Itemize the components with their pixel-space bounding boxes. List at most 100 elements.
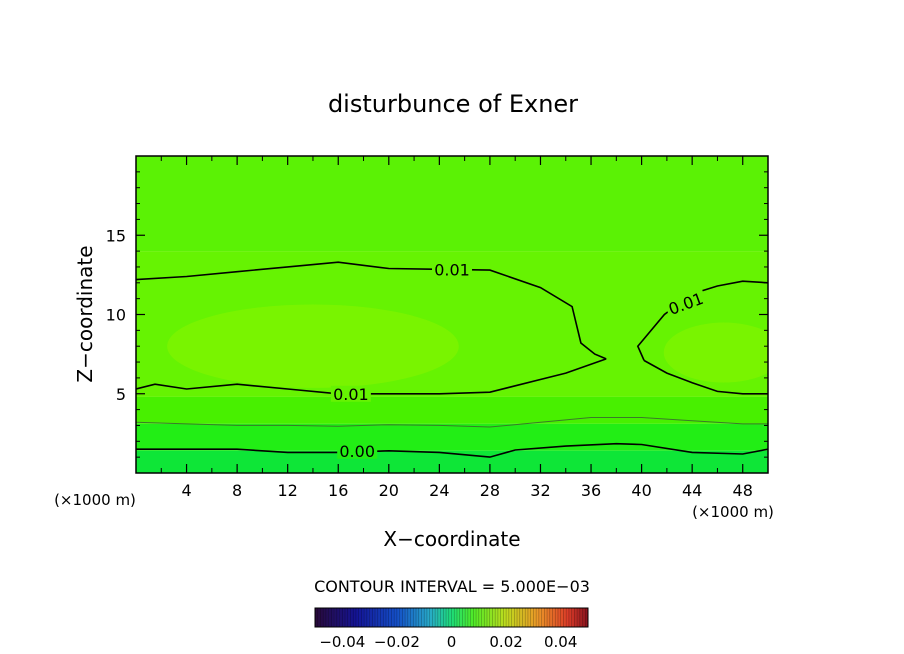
colorbar-cell <box>407 608 411 627</box>
chart-title: disturbunce of Exner <box>328 90 578 118</box>
colorbar-cell <box>317 608 321 627</box>
colorbar-cell <box>577 608 581 627</box>
colorbar-cell <box>478 608 482 627</box>
contour-label-bg <box>337 442 378 459</box>
colorbar-cell <box>486 608 491 627</box>
colorbar-cell <box>336 608 340 627</box>
colorbar-cell <box>443 608 447 627</box>
fill-core-left <box>167 304 459 388</box>
colorbar-cell <box>446 608 450 627</box>
colorbar-cell <box>585 608 589 627</box>
colorbar-cell <box>399 608 403 627</box>
colorbar-cell <box>426 608 430 627</box>
colorbar-cell <box>579 608 583 627</box>
x-unit-right: (×1000 m) <box>692 503 774 521</box>
colorbar-tick-labels: −0.04 −0.02 0 0.02 0.04 <box>319 633 577 651</box>
contour-fill-layer <box>136 156 768 473</box>
colorbar-cell <box>421 608 425 627</box>
colorbar-cell <box>413 608 417 627</box>
colorbar-cell <box>435 608 439 627</box>
colorbar-cell <box>347 608 351 627</box>
colorbar-cell <box>552 608 556 627</box>
x-tick-label: 40 <box>631 481 651 500</box>
colorbar-cell <box>364 608 368 627</box>
colorbar-cell <box>549 608 553 627</box>
contour-interval-text: CONTOUR INTERVAL = 5.000E−03 <box>314 577 590 596</box>
colorbar-cell <box>345 608 349 627</box>
y-tick-label: 15 <box>106 226 126 245</box>
contour-line <box>643 359 768 395</box>
y-tick-label: 5 <box>116 385 126 404</box>
colorbar-cell <box>470 608 474 627</box>
x-tick-label: 28 <box>480 481 500 500</box>
colorbar-cell <box>566 608 570 627</box>
colorbar-cell <box>456 608 460 627</box>
colorbar-cell <box>375 608 379 627</box>
x-tick-label: 32 <box>530 481 550 500</box>
colorbar-cell <box>547 608 551 627</box>
contour-label: 0.01 <box>434 260 470 279</box>
colorbar-cell <box>519 608 523 627</box>
fill-band-mid <box>136 396 768 424</box>
contour-line <box>136 442 768 458</box>
colorbar-cell <box>574 608 578 627</box>
x-axis-label: X−coordinate <box>383 527 520 551</box>
colorbar-cell <box>380 608 384 627</box>
x-tick-label: 44 <box>682 481 702 500</box>
colorbar-cell <box>541 608 545 627</box>
colorbar-cell <box>506 608 510 627</box>
colorbar-cell <box>394 608 398 627</box>
colorbar-cell <box>350 608 354 627</box>
colorbar-cell <box>451 608 455 627</box>
colorbar-cell <box>315 608 319 627</box>
contour-label: 0.00 <box>339 442 375 461</box>
colorbar-cell <box>473 608 477 627</box>
colorbar-cell <box>320 608 324 627</box>
colorbar-cell <box>555 608 559 627</box>
x-tick-label: 36 <box>581 481 601 500</box>
fill-band-top <box>136 156 768 252</box>
colorbar-cell <box>325 608 329 627</box>
colorbar-cell <box>530 608 534 627</box>
contour-label: 0.01 <box>333 385 369 404</box>
colorbar-tick-label: 0 <box>447 633 457 651</box>
colorbar-cell <box>424 608 428 627</box>
colorbar-cell <box>497 608 501 627</box>
colorbar-cell <box>527 608 531 627</box>
colorbar-cell <box>366 608 370 627</box>
colorbar <box>314 607 589 628</box>
x-tick-label: 24 <box>429 481 449 500</box>
colorbar-cell <box>383 608 387 627</box>
colorbar-cell <box>557 608 561 627</box>
colorbar-cell <box>388 608 392 627</box>
colorbar-cell <box>385 608 390 627</box>
colorbar-cell <box>323 608 327 627</box>
colorbar-cell <box>568 608 572 627</box>
colorbar-cell <box>533 608 537 627</box>
colorbar-cell <box>358 608 362 627</box>
colorbar-cell <box>459 608 463 627</box>
fill-band-bottom <box>136 450 768 473</box>
colorbar-cell <box>476 608 480 627</box>
contour-label-bg <box>330 385 371 402</box>
colorbar-cell <box>353 608 357 627</box>
colorbar-cell <box>440 608 444 627</box>
colorbar-cell <box>514 608 518 627</box>
x-tick-label: 16 <box>328 481 348 500</box>
colorbar-cell <box>429 608 433 627</box>
colorbar-cell <box>571 608 575 627</box>
x-tick-label: 4 <box>181 481 191 500</box>
colorbar-cell <box>355 608 359 627</box>
colorbar-cell <box>582 608 586 627</box>
contour-label-bg <box>432 261 472 278</box>
x-axis-ticks: 4 8 12 16 20 24 28 32 36 40 44 48 <box>160 156 753 500</box>
colorbar-cell <box>402 608 406 627</box>
colorbar-cell <box>500 608 504 627</box>
x-tick-label: 48 <box>733 481 753 500</box>
colorbar-cell <box>563 608 567 627</box>
contour-line <box>136 417 768 428</box>
colorbar-cell <box>437 608 441 627</box>
colorbar-cell <box>396 608 400 627</box>
colorbar-cell <box>372 608 376 627</box>
